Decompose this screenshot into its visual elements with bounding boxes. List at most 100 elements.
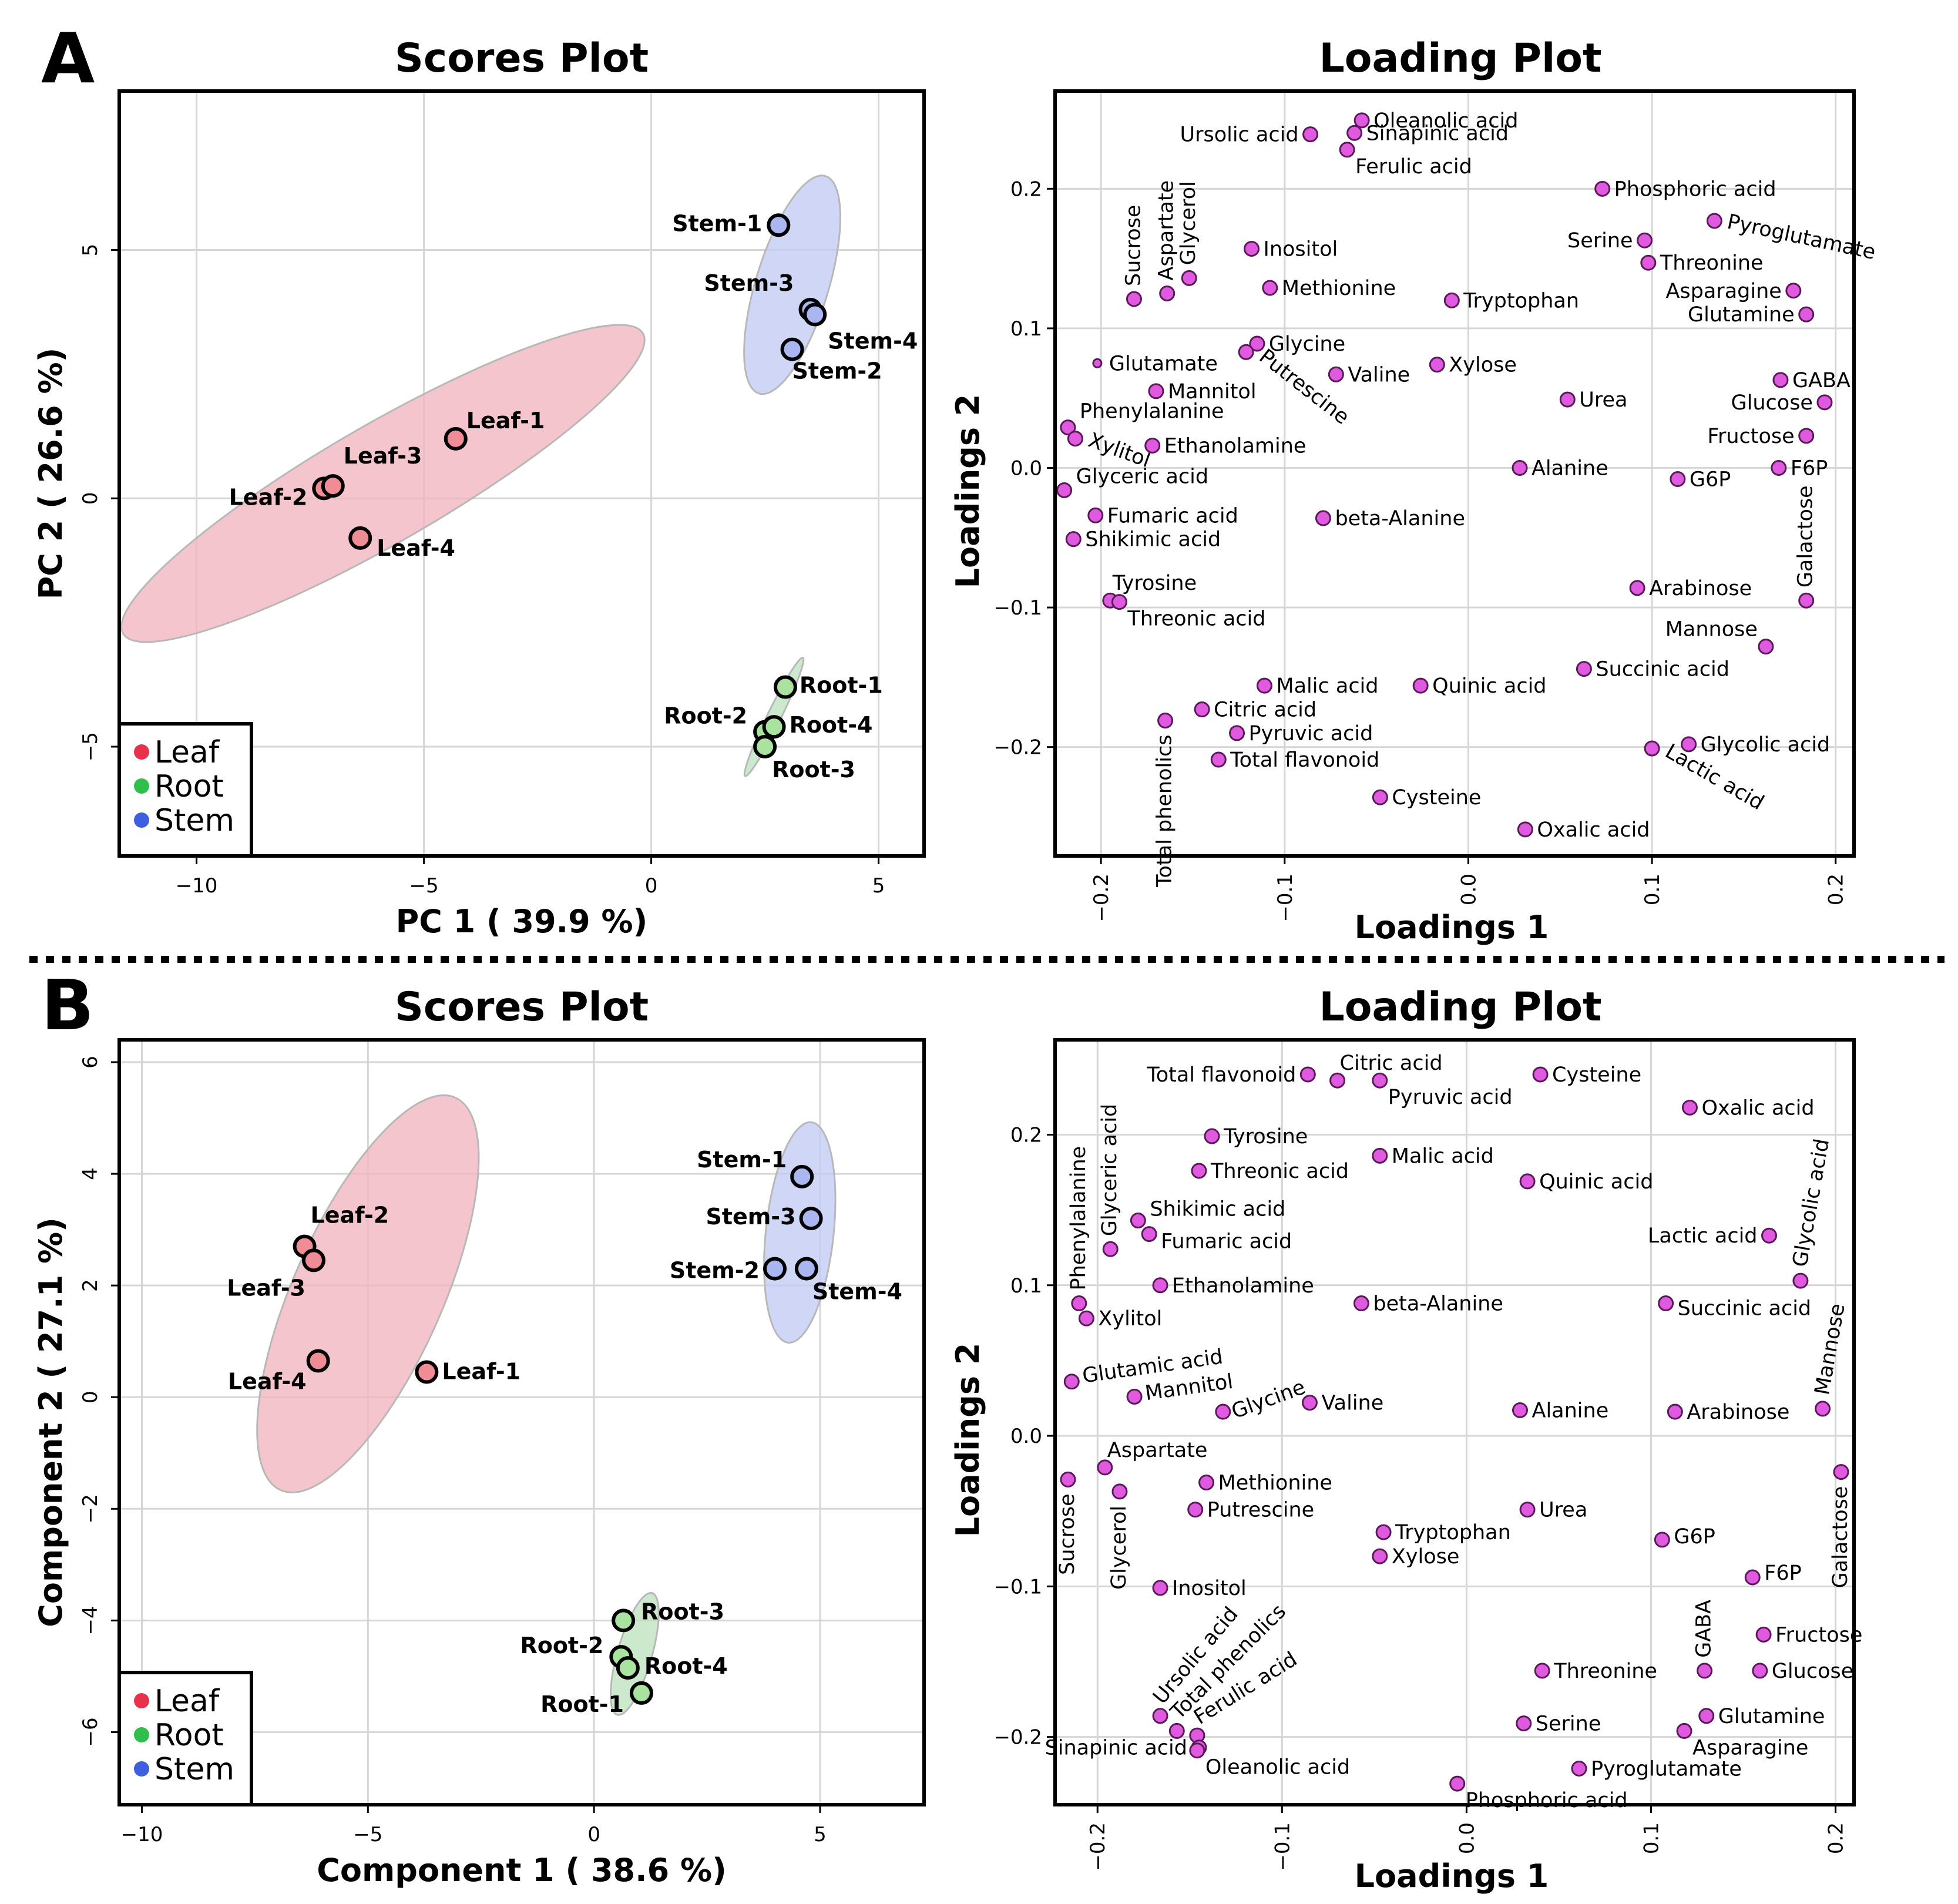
scores-x-axis-title: Component 1 ( 38.6 %): [317, 1852, 727, 1889]
loading-point-sinapinic-acid: [1346, 125, 1363, 141]
loading-label-quinic-acid: Quinic acid: [1432, 674, 1546, 698]
loading-label-pyroglutamate: Pyroglutamate: [1591, 1757, 1742, 1781]
loading-label-gaba: GABA: [1692, 1600, 1716, 1658]
score-point-root-3: [612, 1609, 636, 1633]
loading-point-glutamic-acid: [1063, 1374, 1080, 1390]
loading-point-threonine: [1534, 1663, 1550, 1679]
scores-y-axis-title: PC 2 ( 26.6 %): [32, 348, 69, 600]
scores-y-tick-label: 0: [79, 492, 102, 505]
loading-y-tick-label: −0.1: [993, 596, 1042, 620]
scores-plot-a: Scores Plot Leaf-1 Leaf-2 Leaf-3 Leaf-4 Stem-…: [32, 35, 926, 940]
loading-label-tyrosine: Tyrosine: [1112, 572, 1197, 595]
loading-point-glycolic-acid: [1792, 1272, 1809, 1289]
score-point-stem-4: [803, 303, 827, 327]
loading-label-citric-acid: Citric acid: [1340, 1052, 1443, 1075]
score-point-stem-2: [763, 1257, 787, 1281]
loading-label-oxalic-acid: Oxalic acid: [1537, 818, 1650, 842]
loading-label-oleanolic-acid: Oleanolic acid: [1373, 109, 1518, 133]
loading-label-glycine: Glycine: [1228, 1375, 1308, 1423]
score-label-stem-2: Stem-2: [792, 358, 882, 384]
loading-label-phenylalanine: Phenylalanine: [1080, 400, 1224, 424]
loading-point-aspartate: [1159, 286, 1176, 302]
loading-point-xylose: [1429, 357, 1445, 373]
loading-label-tyrosine: Tyrosine: [1223, 1125, 1308, 1149]
loading-x-tick-label: 0.2: [1825, 874, 1848, 905]
loading-label-phosphoric-acid: Phosphoric acid: [1466, 1789, 1628, 1812]
score-point-leaf-1: [444, 427, 468, 451]
loading-point-glycerol: [1181, 270, 1197, 286]
score-label-leaf-3: Leaf-3: [344, 443, 422, 469]
scores-x-tick-label: 5: [814, 1823, 827, 1846]
loading-point-galactose: [1798, 592, 1815, 609]
scores-y-tick-label: 0: [79, 1391, 102, 1403]
score-point-root-3: [753, 735, 777, 758]
loading-label-cysteine: Cysteine: [1552, 1063, 1641, 1087]
loading-y-tick-label: −0.2: [993, 1726, 1042, 1749]
legend-marker-leaf: [134, 1693, 149, 1708]
loading-point-xylitol: [1078, 1310, 1094, 1327]
scores-x-axis-title: PC 1 ( 39.9 %): [396, 903, 648, 940]
score-label-leaf-1: Leaf-1: [442, 1358, 520, 1384]
loading-point-oxalic-acid: [1681, 1099, 1698, 1116]
loading-point-quinic-acid: [1519, 1173, 1536, 1190]
loading-point-mannose: [1815, 1401, 1831, 1417]
loading-label-fructose: Fructose: [1707, 425, 1794, 448]
legend-label-leaf: Leaf: [155, 735, 220, 770]
loading-point-mannitol: [1126, 1388, 1143, 1405]
loading-point-total-phenolics: [1168, 1722, 1185, 1739]
loading-point-malic-acid: [1256, 677, 1272, 694]
loading-label-glycerol: Glycerol: [1107, 1506, 1131, 1590]
loading-point-alanine: [1512, 1402, 1529, 1418]
loading-label-shikimic-acid: Shikimic acid: [1150, 1198, 1285, 1221]
loading-label-valine: Valine: [1321, 1392, 1383, 1415]
loading-label-aspartate: Aspartate: [1107, 1439, 1208, 1462]
loading-point-xylitol: [1067, 431, 1083, 447]
loading-y-tick-label: 0.0: [1010, 1425, 1042, 1448]
score-label-stem-3: Stem-3: [704, 270, 794, 296]
loading-label-lactic-acid: Lactic acid: [1648, 1224, 1758, 1248]
loading-point-methionine: [1262, 280, 1278, 296]
loading-point-glyceric-acid: [1056, 482, 1073, 499]
scores-y-tick-label: −5: [79, 732, 102, 761]
score-point-root-1: [629, 1681, 653, 1705]
loading-y-axis-title: Loadings 2: [949, 394, 986, 589]
loading-label-methionine: Methionine: [1282, 277, 1396, 300]
score-label-stem-1: Stem-1: [697, 1147, 787, 1173]
loading-label-sucrose: Sucrose: [1121, 205, 1145, 286]
loading-x-tick-label: 0.1: [1640, 1822, 1664, 1854]
loading-point-total-flavonoid: [1210, 751, 1227, 768]
scores-x-tick-label: 5: [872, 874, 885, 898]
loading-label-glyceric-acid: Glyceric acid: [1076, 465, 1208, 489]
loading-label-asparagine: Asparagine: [1692, 1736, 1808, 1759]
loading-label-glutamine: Glutamine: [1718, 1705, 1825, 1728]
score-label-root-3: Root-3: [772, 757, 855, 783]
loading-point-glycine: [1215, 1403, 1231, 1420]
loading-label-succinic-acid: Succinic acid: [1596, 658, 1729, 681]
leaf-confidence-ellipse: [256, 1094, 480, 1493]
loading-y-axis-title: Loadings 2: [949, 1343, 986, 1537]
score-point-root-4: [616, 1656, 640, 1680]
score-point-root-4: [762, 715, 786, 739]
score-label-leaf-2: Leaf-2: [311, 1203, 389, 1228]
loading-point-shikimic-acid: [1065, 531, 1082, 548]
loading-point-beta-alanine: [1315, 510, 1331, 526]
scores-plot-frame: [117, 89, 926, 858]
scores-x-tick-label: −10: [176, 874, 218, 898]
loading-point-inositol: [1152, 1580, 1168, 1596]
loading-label-galactose: Galactose: [1829, 1486, 1852, 1589]
stem-confidence-ellipse: [743, 174, 841, 395]
loading-label-arabinose: Arabinose: [1649, 577, 1752, 600]
score-label-root-1: Root-1: [540, 1691, 624, 1717]
loading-label-gaba: GABA: [1792, 369, 1850, 392]
loading-point-alanine: [1512, 459, 1528, 476]
loading-point-xylose: [1372, 1548, 1388, 1564]
loading-label-f6p: F6P: [1764, 1562, 1802, 1585]
loading-point-tryptophan: [1443, 292, 1460, 308]
legend-marker-stem: [134, 812, 149, 828]
score-label-stem-4: Stem-4: [828, 328, 918, 354]
loading-point-glucose: [1816, 394, 1833, 411]
loading-label-citric-acid: Citric acid: [1214, 699, 1316, 722]
scores-plot-title: Scores Plot: [395, 35, 649, 82]
